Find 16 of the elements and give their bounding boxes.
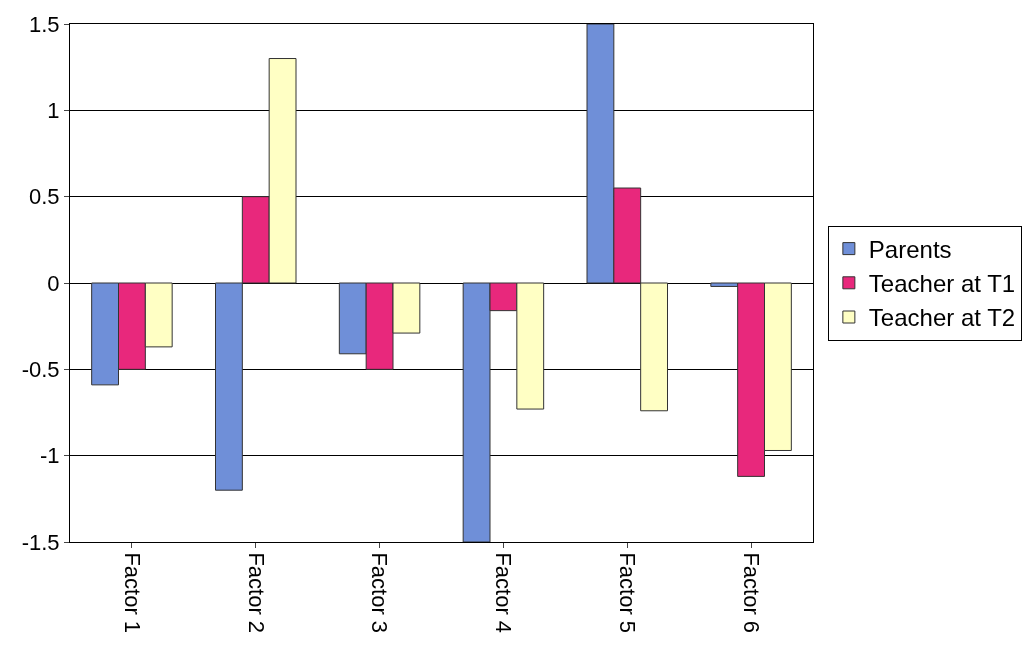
y-tick-label: -1 bbox=[40, 443, 60, 469]
legend-label: Parents bbox=[868, 235, 952, 263]
y-tick-label: 0.5 bbox=[29, 184, 60, 210]
y-tick-label: -1.5 bbox=[21, 529, 60, 555]
x-tick-label: Factor 6 bbox=[738, 552, 764, 634]
x-tick-label: Factor 3 bbox=[367, 552, 393, 634]
x-tick-label: Factor 1 bbox=[119, 552, 145, 634]
y-tick-label: -0.5 bbox=[21, 357, 60, 383]
legend-label: Teacher at T2 bbox=[868, 304, 1016, 332]
legend-label: Teacher at T1 bbox=[868, 270, 1016, 298]
x-tick-label: Factor 4 bbox=[491, 552, 517, 634]
y-tick-label: 0 bbox=[47, 270, 60, 296]
x-tick-label: Factor 2 bbox=[243, 552, 269, 634]
y-tick-label: 1.5 bbox=[29, 11, 60, 37]
y-tick-label: 1 bbox=[47, 98, 60, 124]
x-tick-label: Factor 5 bbox=[615, 552, 641, 634]
